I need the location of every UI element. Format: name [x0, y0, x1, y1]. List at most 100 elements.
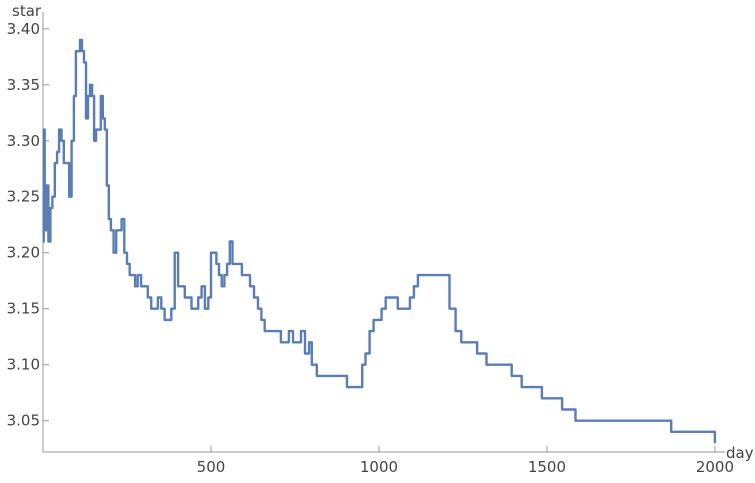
data-point: [643, 420, 645, 422]
data-point: [593, 420, 595, 422]
data-point: [87, 95, 89, 97]
data-point: [160, 308, 162, 310]
data-point: [506, 364, 508, 366]
data-point: [150, 308, 152, 310]
data-point: [296, 341, 298, 343]
data-point: [304, 352, 306, 355]
data-point: [190, 308, 193, 310]
data-point: [401, 308, 403, 310]
data-point: [600, 420, 602, 422]
data-point: [574, 420, 577, 422]
data-point: [65, 162, 68, 164]
data-point: [54, 162, 56, 164]
data-point: [51, 196, 54, 198]
data-point: [221, 285, 223, 287]
data-point: [194, 308, 196, 310]
y-tick-label: 3.30: [7, 132, 40, 150]
data-point: [495, 364, 498, 366]
data-point: [204, 308, 206, 310]
data-point: [237, 263, 239, 265]
data-point: [292, 341, 294, 343]
data-point: [709, 431, 711, 433]
y-tick-label: 3.25: [7, 188, 40, 206]
y-tick-label: 3.40: [7, 20, 40, 38]
data-point: [129, 274, 131, 276]
data-point: [280, 341, 282, 343]
data-point: [623, 420, 625, 422]
data-point: [657, 420, 659, 422]
data-point: [448, 308, 451, 310]
data-point: [42, 240, 44, 243]
data-point: [153, 308, 156, 310]
data-point: [79, 39, 81, 41]
data-point: [284, 341, 286, 343]
data-point: [670, 431, 672, 433]
data-point: [316, 375, 318, 377]
data-point: [68, 196, 70, 198]
data-point: [460, 341, 462, 343]
data-point: [253, 296, 255, 299]
data-point: [326, 375, 328, 377]
data-point: [650, 420, 652, 422]
data-point: [485, 364, 488, 366]
data-point: [218, 274, 220, 276]
data-point: [616, 420, 619, 422]
y-ticks: 3.05 3.10 3.15 3.20 3.25 3.30 3.35 3.40: [7, 20, 49, 430]
data-point: [680, 431, 682, 433]
data-point: [630, 420, 632, 422]
data-point: [421, 274, 423, 276]
data-point: [526, 386, 528, 388]
data-point: [134, 285, 136, 287]
data-point: [257, 308, 259, 310]
data-point: [663, 420, 666, 422]
data-point: [231, 263, 234, 265]
data-point: [276, 330, 278, 332]
data-point: [554, 397, 556, 399]
data-point: [300, 330, 302, 332]
data-point: [97, 128, 100, 131]
data-point: [56, 151, 58, 153]
data-point: [409, 296, 411, 299]
data-point: [385, 296, 387, 299]
data-point: [581, 420, 583, 422]
y-tick-label: 3.20: [7, 244, 40, 262]
data-point: [260, 319, 262, 321]
x-tick-label: 1000: [360, 458, 398, 476]
data-point: [110, 229, 112, 231]
data-point: [272, 330, 274, 332]
y-axis: 3.05 3.10 3.15 3.20 3.25 3.30 3.35 3.40 star: [7, 2, 49, 452]
data-point: [104, 128, 106, 131]
data-point: [308, 341, 310, 343]
data-point: [700, 431, 703, 433]
data-point: [170, 308, 172, 310]
data-point: [264, 330, 266, 332]
data-point: [140, 285, 142, 287]
data-point: [164, 319, 166, 321]
data-point: [131, 274, 133, 276]
data-point: [85, 117, 87, 119]
y-tick-label: 3.15: [7, 300, 40, 318]
data-point: [516, 375, 518, 377]
data-point: [137, 274, 139, 276]
data-point: [73, 95, 75, 97]
data-point: [311, 364, 313, 366]
data-point: [500, 364, 503, 366]
data-point: [108, 218, 110, 220]
data-point: [432, 274, 434, 276]
data-point: [245, 274, 247, 276]
data-point: [417, 274, 419, 276]
data-point: [471, 341, 473, 343]
data-point: [100, 95, 102, 97]
data-point: [393, 296, 395, 299]
data-point: [223, 274, 226, 276]
data-point: [118, 229, 120, 231]
x-axis: 500 1000 1500 2000 day: [43, 444, 754, 476]
data-point: [177, 285, 179, 287]
data-point: [89, 84, 91, 86]
data-point: [346, 386, 348, 388]
data-point: [442, 274, 444, 276]
data-point: [364, 352, 367, 355]
x-ticks: 500 1000 1500 2000: [197, 446, 734, 476]
data-point: [115, 229, 117, 231]
data-point: [321, 375, 323, 377]
